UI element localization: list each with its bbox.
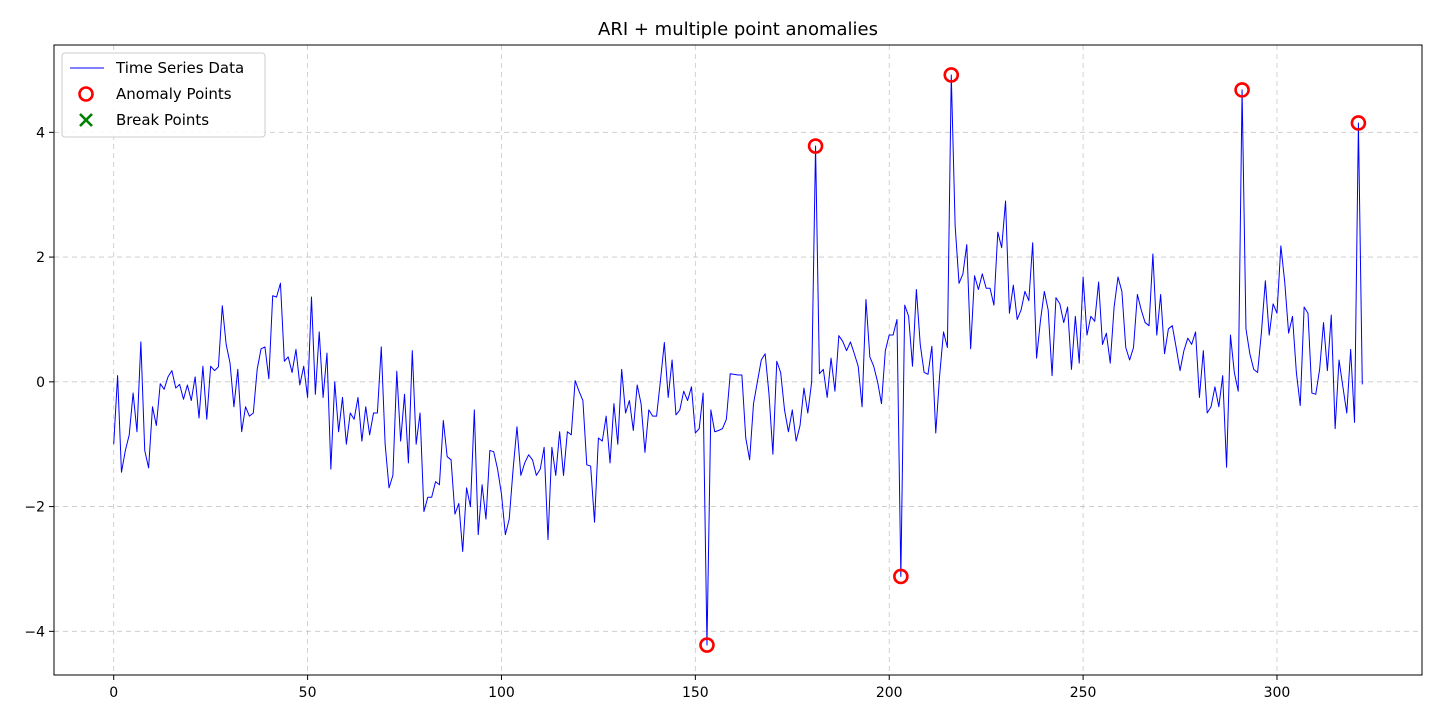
anomaly-point <box>807 138 824 154</box>
legend-swatch-circle <box>78 86 94 102</box>
legend-label: Anomaly Points <box>116 85 232 103</box>
time-series-line <box>113 74 1363 646</box>
anomaly-point <box>1234 82 1250 98</box>
plot-data <box>113 67 1367 653</box>
grid-lines <box>54 45 1422 675</box>
x-tick-label: 200 <box>876 685 903 701</box>
anomaly-point <box>1350 115 1367 131</box>
anomaly-point <box>699 637 715 653</box>
y-tick-label: 2 <box>36 250 45 266</box>
x-tick-label: 0 <box>109 685 118 701</box>
x-tick-label: 250 <box>1070 685 1097 701</box>
x-tick-label: 100 <box>488 685 515 701</box>
y-tick-label: 0 <box>36 375 45 391</box>
legend-label: Break Points <box>116 111 209 129</box>
x-tick-label: 150 <box>682 685 709 701</box>
plot-frame <box>53 44 1423 676</box>
x-tick-label: 50 <box>299 685 317 701</box>
legend-label: Time Series Data <box>115 59 244 77</box>
legend-swatch-x <box>79 113 93 127</box>
chart-title: ARI + multiple point anomalies <box>598 19 878 40</box>
anomaly-point <box>943 67 960 83</box>
y-tick-label: −2 <box>24 500 45 516</box>
y-tick-label: −4 <box>24 624 45 640</box>
anomaly-point <box>893 568 909 585</box>
y-tick-label: 4 <box>36 125 45 141</box>
x-tick-label: 300 <box>1264 685 1291 701</box>
legend-box <box>61 52 266 138</box>
legend: Time Series Data Anomaly Points Break Poin… <box>61 52 266 138</box>
axis-ticks: 0 50 100 150 200 250 300 −4 −2 0 2 4 <box>24 125 1290 701</box>
